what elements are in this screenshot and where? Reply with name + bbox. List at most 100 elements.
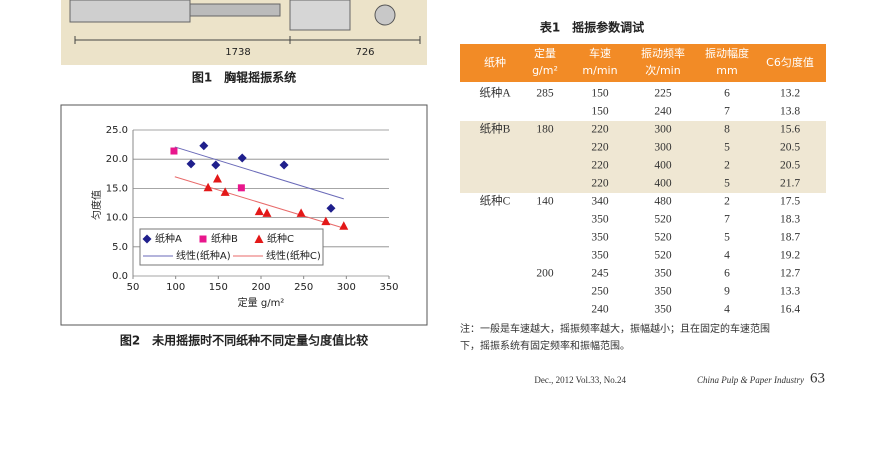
figure1-image [61,0,427,65]
table-cell: 250 [591,286,609,298]
table-cell: 350 [591,250,609,262]
table-cell: 18.7 [780,232,800,244]
header-cell: 定量 [534,46,556,60]
x-tick-label: 100 [166,282,185,293]
triangle-marker [321,216,331,226]
table-cell: 4 [724,304,730,316]
page-number: 63 [810,370,825,386]
table-cell: 9 [724,286,730,298]
header-cell: 纸种 [484,55,506,69]
header-cell: g/m² [532,64,558,77]
table-cell: 180 [536,124,554,136]
table-cell: 纸种B [480,122,511,136]
table-cell: 20.5 [780,160,800,172]
table-cell: 350 [591,232,609,244]
table-cell: 225 [654,88,672,100]
y-tick-label: 10.0 [106,213,128,224]
table-cell: 240 [591,304,609,316]
triangle-marker [254,206,264,216]
header-cell: 车速 [589,46,611,60]
row-band [460,121,826,139]
table-cell: 19.2 [780,250,800,262]
footer-issue: Dec., 2012 Vol.33, No.24 [534,375,626,385]
table-cell: 400 [654,178,672,190]
legend [139,228,324,266]
legend-label: 线性(纸种C) [266,249,321,262]
table-cell: 150 [591,88,609,100]
table-note: 注：一般是车速越大，摇振频率越大，振幅越小；且在固定的车速范围 [460,322,770,335]
trend-line [174,176,344,229]
header-cell: 振动频率 [641,46,685,60]
diamond-marker [199,141,209,151]
table-cell: 5 [724,178,730,190]
x-axis-label: 定量 g/m² [238,296,285,309]
table-cell: 20.5 [780,142,800,154]
diamond-marker [326,203,336,213]
table-cell: 220 [591,124,609,136]
row-band [460,157,826,175]
table-cell: 140 [536,196,554,208]
diamond-marker [186,159,196,169]
legend-label: 纸种B [211,232,238,245]
diamond-marker [142,234,152,244]
table-cell: 8 [724,124,730,136]
table-cell: 13.3 [780,286,800,298]
y-axis-label: 匀度值 [90,190,103,220]
row-band [460,175,826,193]
table-cell: 纸种A [479,86,511,100]
table-cell: 520 [654,250,672,262]
x-tick-label: 250 [294,282,313,293]
header-cell: 次/min [645,63,680,77]
x-tick-label: 350 [379,282,398,293]
table-cell: 4 [724,250,730,262]
table-cell: 200 [536,268,554,280]
table-cell: 6 [724,88,730,100]
table-cell: 150 [591,106,609,118]
table-cell: 285 [536,88,554,100]
table-cell: 6 [724,268,730,280]
triangle-marker [220,187,230,196]
legend-label: 纸种C [267,232,294,245]
table-cell: 13.2 [780,88,800,100]
square-marker [199,235,207,243]
table-cell: 480 [654,196,672,208]
table-cell: 350 [591,214,609,226]
table-cell: 220 [591,178,609,190]
table-cell: 2 [724,196,730,208]
table-cell: 350 [654,268,672,280]
table-cell: 350 [654,286,672,298]
table-cell: 520 [654,232,672,244]
table-cell: 350 [654,304,672,316]
table-cell: 12.7 [780,268,800,280]
header-cell: 振动幅度 [705,46,749,60]
y-tick-label: 5.0 [112,242,128,253]
table-cell: 13.8 [780,106,800,118]
triangle-marker [203,182,213,192]
y-tick-label: 15.0 [106,183,128,194]
triangle-marker [262,208,272,217]
chart-frame [60,104,428,326]
table-cell: 7 [724,214,730,226]
square-marker [170,147,178,155]
y-tick-label: 20.0 [106,154,128,165]
table-title: 表1 摇振参数调试 [539,20,644,35]
table-cell: 520 [654,214,672,226]
dimension: 726 [355,47,374,58]
table-cell: 纸种C [480,194,511,208]
table-cell: 15.6 [780,124,800,136]
square-marker [237,184,245,192]
table-cell: 300 [654,142,672,154]
diamond-marker [211,160,221,170]
table-cell: 17.5 [780,196,800,208]
table-cell: 240 [654,106,672,118]
x-tick-label: 50 [127,282,140,293]
table-cell: 5 [724,142,730,154]
legend-label: 线性(纸种A) [176,249,231,262]
table-header [460,44,826,82]
legend-label: 纸种A [155,232,182,245]
table-cell: 16.4 [780,304,800,316]
table-cell: 300 [654,124,672,136]
x-tick-label: 300 [337,282,356,293]
triangle-marker [254,234,264,243]
figure-caption: 图2 未用摇振时不同纸种不同定量匀度值比较 [120,333,368,348]
